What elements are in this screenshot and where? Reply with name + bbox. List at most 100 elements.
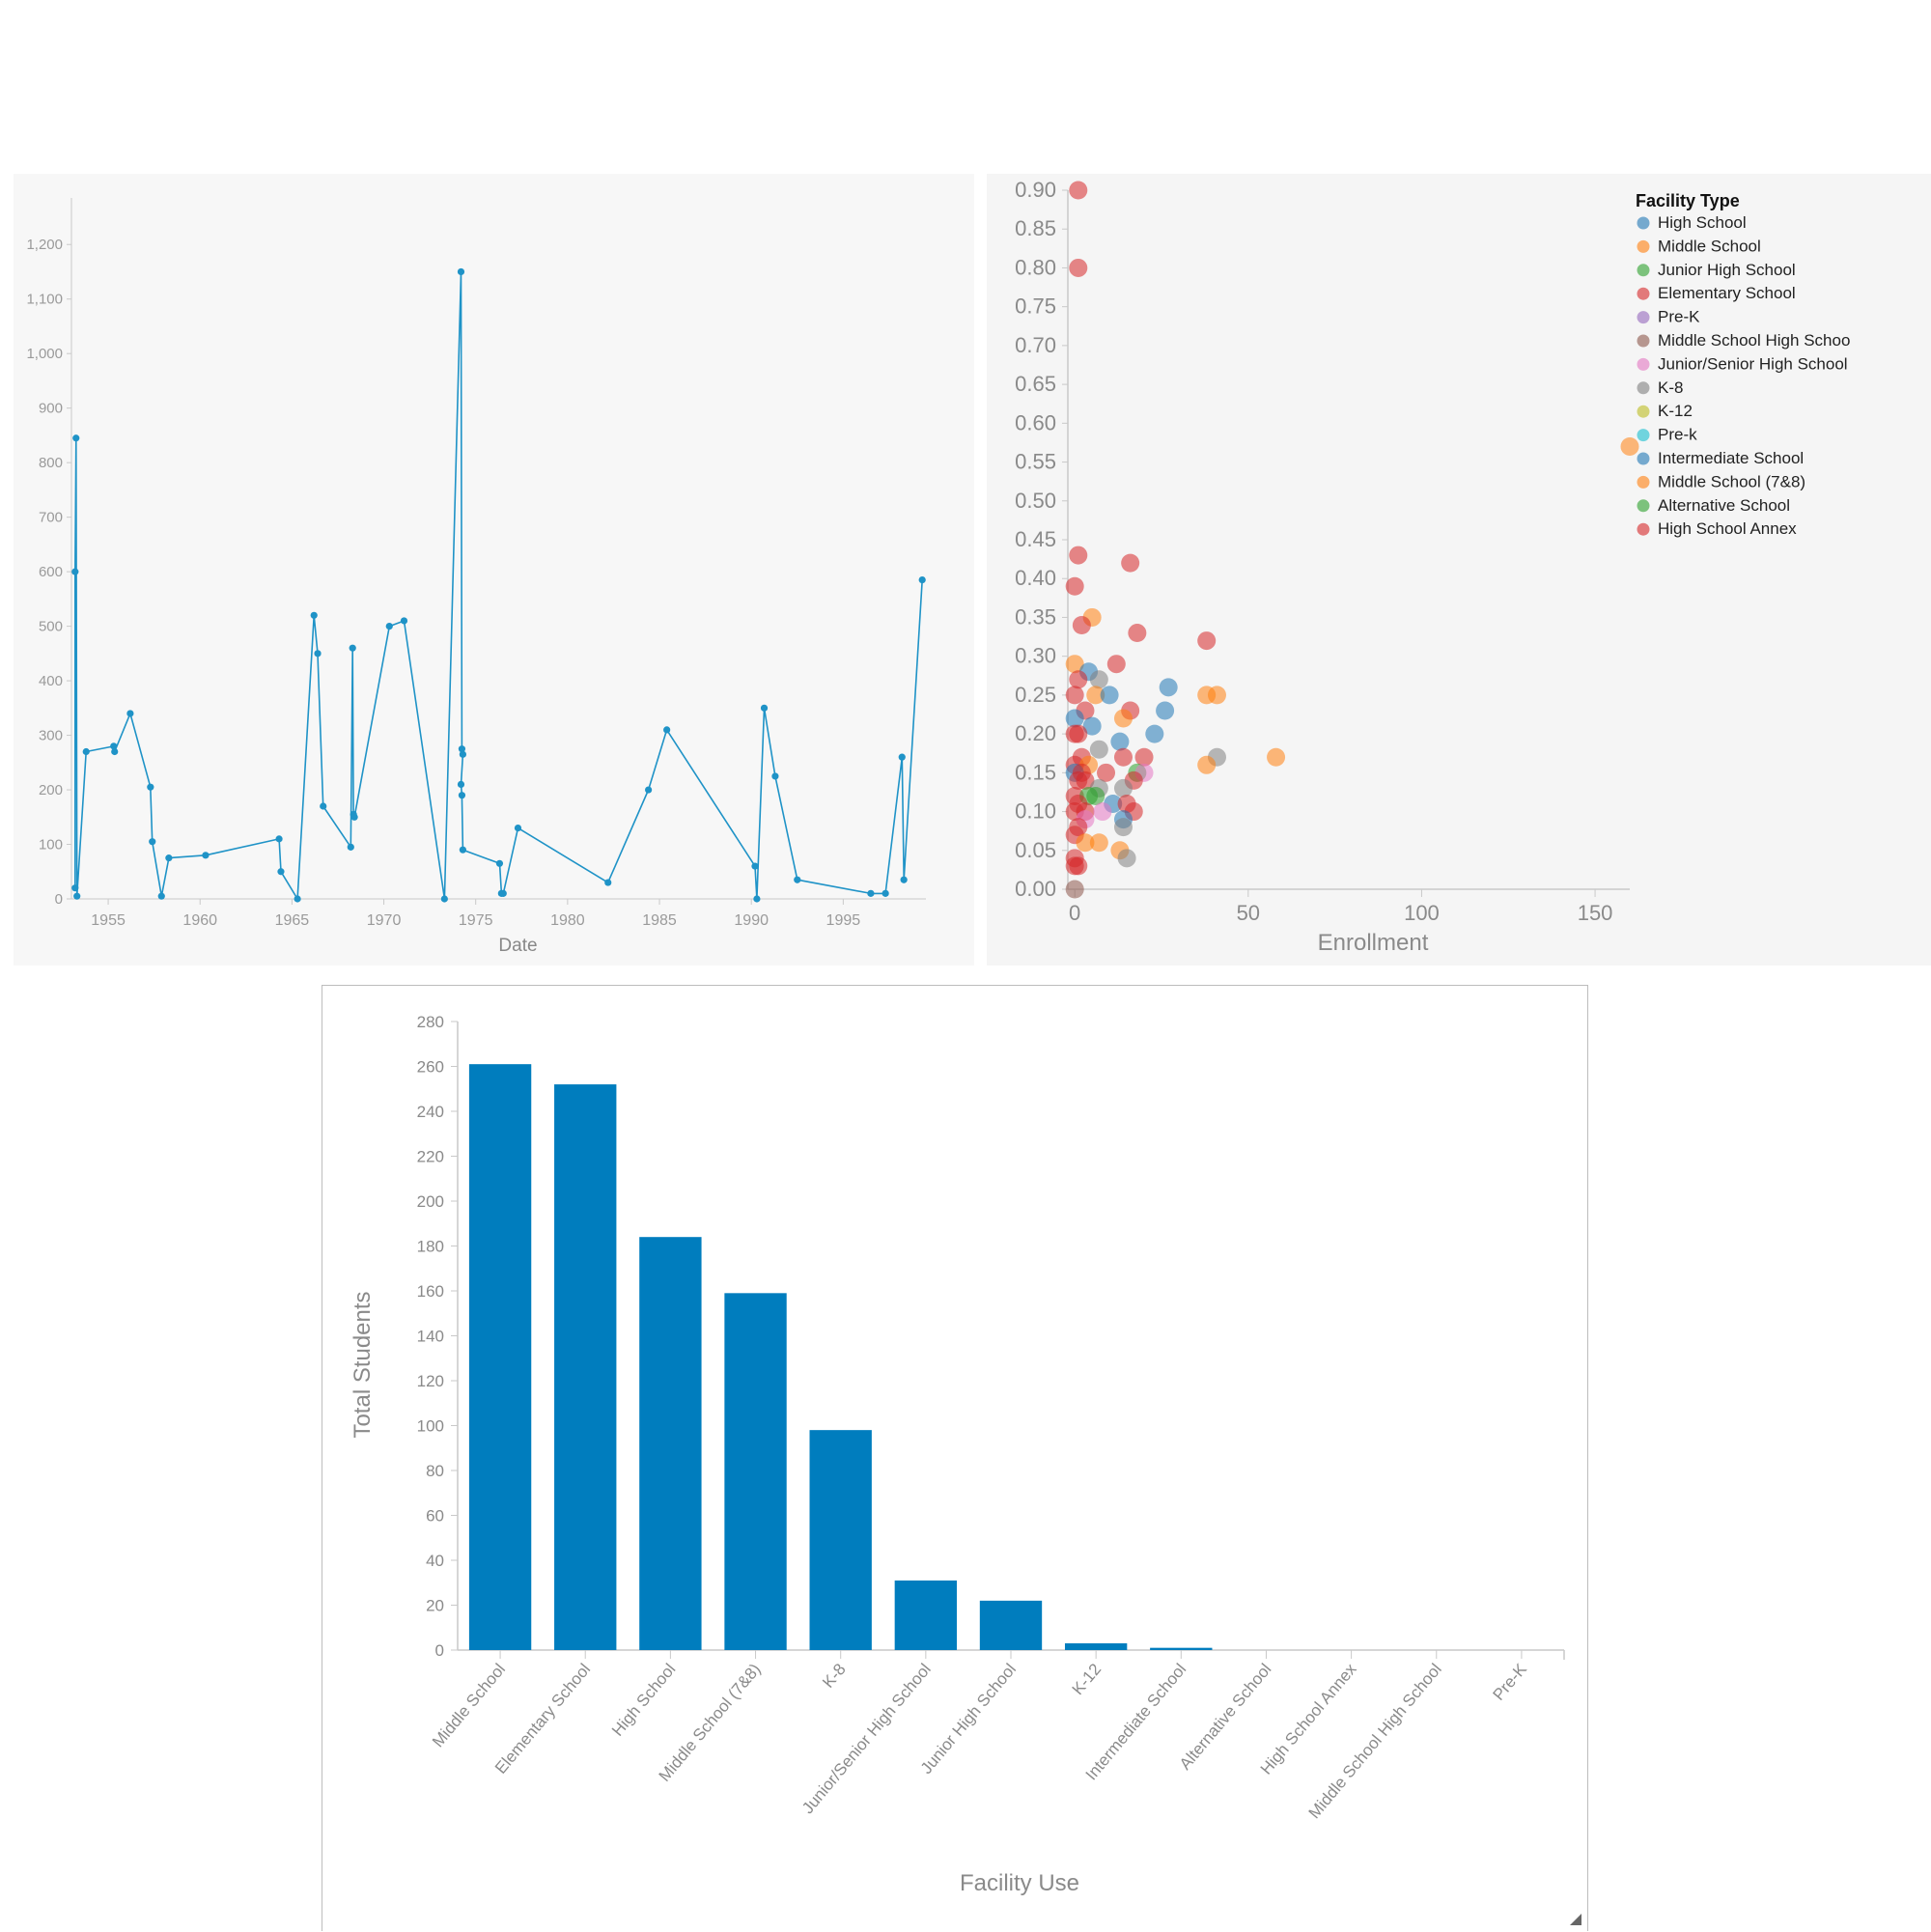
bar — [1064, 1643, 1128, 1650]
x-tick-label: K-12 — [1069, 1660, 1105, 1698]
data-point — [1207, 686, 1226, 705]
x-tick-label: Alternative School — [1176, 1660, 1275, 1773]
y-tick-label: 1,200 — [26, 237, 63, 253]
x-tick-label: 1985 — [642, 912, 677, 929]
data-point — [459, 750, 466, 758]
y-tick-label: 500 — [39, 619, 63, 635]
bar-chart: 0 20 40 60 80 100 120 140 160 180 200 220 240 260 280 T… — [350, 1013, 1565, 1896]
data-point — [157, 892, 165, 900]
y-tick-label: 120 — [417, 1372, 444, 1390]
data-point — [149, 838, 156, 846]
data-point — [1089, 833, 1108, 853]
x-axis-title: Enrollment — [1318, 930, 1429, 956]
legend-label: K-8 — [1658, 378, 1683, 397]
data-point — [457, 267, 465, 276]
data-point — [1113, 709, 1133, 728]
legend-label: Alternative School — [1658, 496, 1790, 515]
y-tick-label: 100 — [417, 1417, 444, 1436]
data-point — [1069, 856, 1088, 876]
y-tick-label: 0.15 — [1015, 760, 1056, 784]
data-point — [126, 710, 134, 717]
bar-chart-panel: 0 20 40 60 80 100 120 140 160 180 200 220 240 260 280 T… — [322, 985, 1588, 1931]
y-tick-label: 80 — [426, 1462, 444, 1480]
data-point — [310, 611, 318, 619]
data-point — [760, 704, 769, 712]
data-point — [458, 745, 466, 753]
x-tick-label: 0 — [1069, 901, 1080, 925]
resize-handle[interactable] — [1570, 1914, 1581, 1925]
data-point — [794, 876, 801, 883]
data-point — [900, 876, 908, 883]
data-point — [385, 623, 393, 630]
data-point — [1076, 770, 1095, 790]
data-point — [202, 852, 210, 859]
x-tick-label: K-8 — [819, 1660, 850, 1691]
data-point — [1086, 786, 1105, 805]
legend-swatch — [1637, 499, 1650, 513]
y-tick-label: 180 — [417, 1238, 444, 1256]
data-point — [1117, 849, 1136, 868]
data-point — [400, 617, 408, 625]
bar — [809, 1430, 872, 1650]
data-point — [1069, 724, 1088, 743]
data-point — [1076, 833, 1095, 853]
data-point — [320, 802, 327, 810]
line-chart: 0 100 200 300 400 500 600 700 800 900 1,000 1,100 1,… — [26, 198, 926, 956]
data-point — [1065, 880, 1084, 899]
data-point — [1110, 732, 1130, 751]
legend-label: High School Annex — [1658, 519, 1797, 538]
x-tick-label: High School Annex — [1257, 1660, 1360, 1778]
data-point — [882, 889, 889, 897]
legend-swatch — [1637, 287, 1650, 300]
legend-label: High School — [1658, 213, 1747, 232]
data-point — [1069, 670, 1088, 689]
x-tick-label: 50 — [1237, 901, 1260, 925]
bar — [468, 1064, 532, 1650]
x-tick-label: Junior High School — [917, 1660, 1020, 1778]
y-tick-label: 800 — [39, 455, 63, 471]
legend-swatch — [1637, 311, 1650, 324]
data-point — [1197, 755, 1217, 774]
legend-swatch — [1637, 452, 1650, 465]
data-point — [82, 747, 90, 756]
legend-label: K-12 — [1658, 402, 1693, 420]
data-point — [1128, 624, 1147, 643]
y-tick-label: 200 — [417, 1192, 444, 1211]
y-tick-label: 300 — [39, 728, 63, 744]
data-point — [1113, 747, 1133, 767]
legend-label: Pre-K — [1658, 308, 1700, 326]
y-tick-label: 0.55 — [1015, 450, 1056, 474]
data-point — [1100, 686, 1119, 705]
bar — [639, 1237, 702, 1650]
legend-label: Pre-k — [1658, 426, 1697, 444]
data-point — [1145, 724, 1164, 743]
legend-swatch — [1637, 405, 1650, 418]
data-point — [1093, 802, 1112, 822]
data-point — [110, 742, 118, 750]
data-point — [1065, 576, 1084, 596]
data-point — [1069, 181, 1088, 200]
legend-label: Middle School — [1658, 237, 1761, 255]
data-point — [898, 753, 906, 761]
y-tick-label: 140 — [417, 1328, 444, 1346]
data-point — [1197, 631, 1217, 651]
y-tick-label: 260 — [417, 1058, 444, 1077]
data-point — [1069, 258, 1088, 277]
data-point — [1156, 701, 1175, 720]
data-point — [350, 813, 358, 821]
legend-swatch — [1637, 264, 1650, 277]
x-tick-label: Pre-K — [1489, 1660, 1530, 1704]
data-point — [349, 644, 356, 652]
data-point — [1082, 716, 1102, 736]
y-tick-label: 0.35 — [1015, 604, 1056, 629]
data-point — [1069, 546, 1088, 565]
y-tick-label: 200 — [39, 782, 63, 798]
data-point — [604, 879, 612, 886]
data-point — [294, 895, 301, 903]
y-tick-label: 100 — [39, 837, 63, 854]
scatter-chart: 0.00 0.05 0.10 0.15 0.20 0.25 0.30 0.35 0.40 0.45… — [1015, 178, 1850, 956]
data-point — [147, 783, 154, 791]
x-tick-label: 1960 — [182, 912, 217, 929]
y-tick-label: 0.60 — [1015, 410, 1056, 434]
data-point — [165, 854, 173, 862]
